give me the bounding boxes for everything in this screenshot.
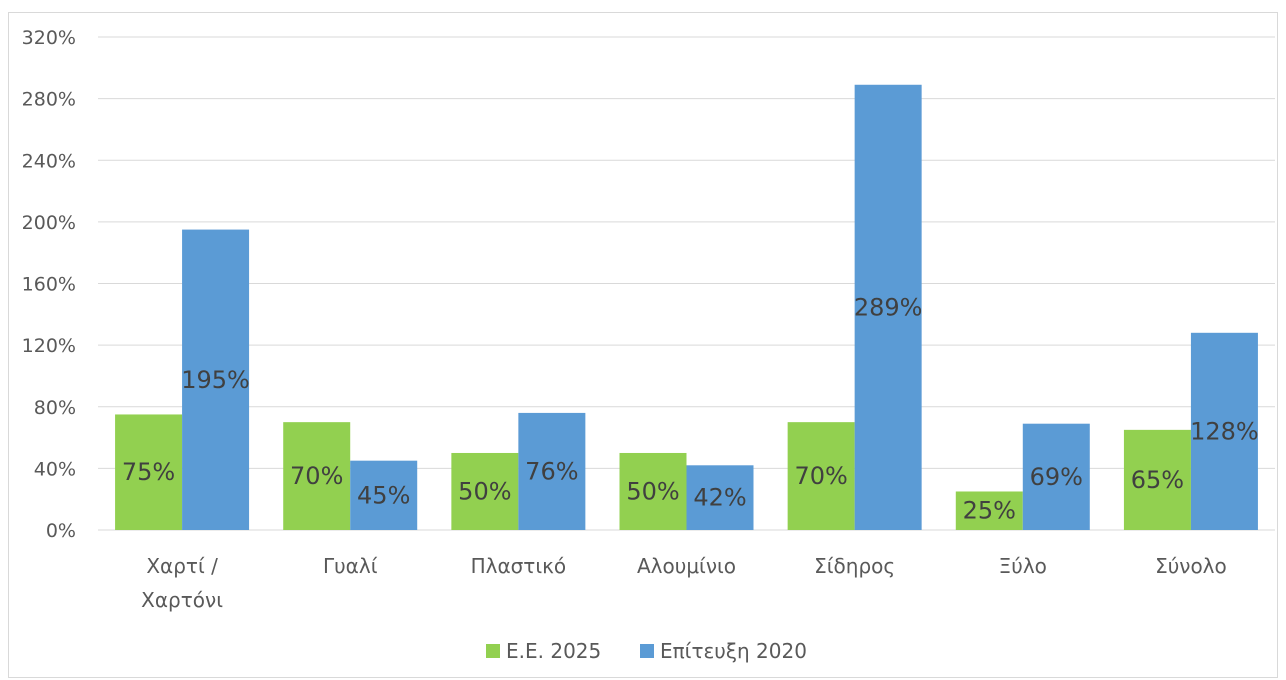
- category-label-line: Χαρτόνι: [141, 588, 223, 612]
- legend-swatch: [486, 644, 500, 658]
- category-label-line: Σίδηρος: [814, 554, 895, 578]
- data-labels: 75% 195% 70% 45% 50% 76% 50% 42% 70% 289% 25% 69% 65…: [122, 293, 1259, 524]
- x-axis-categories: Χαρτί / Χαρτόνι Γυαλί Πλαστικό Αλουμίνιο Σίδη…: [141, 554, 1227, 612]
- category-label-line: Ξύλο: [999, 554, 1047, 578]
- bar-epiteuxi-2020: [350, 460, 418, 530]
- data-label: 128%: [1190, 417, 1259, 445]
- category-label: Σύνολο: [1155, 554, 1227, 578]
- bar-ee-2025: [1123, 429, 1191, 530]
- y-tick-label: 160%: [22, 274, 76, 296]
- bar-epiteuxi-2020: [1190, 332, 1258, 530]
- bar-epiteuxi-2020: [686, 465, 754, 530]
- data-label: 76%: [525, 457, 578, 485]
- legend-label: Ε.Ε. 2025: [506, 639, 601, 663]
- data-label: 69%: [1030, 463, 1083, 491]
- data-label: 25%: [963, 497, 1016, 525]
- data-label: 70%: [794, 462, 847, 490]
- bar-ee-2025: [955, 491, 1023, 530]
- bar-ee-2025: [115, 414, 183, 530]
- category-label-line: Γυαλί: [323, 554, 378, 578]
- data-label: 75%: [122, 458, 175, 486]
- bar-ee-2025: [451, 452, 519, 530]
- data-label: 65%: [1131, 466, 1184, 494]
- category-label-line: Σύνολο: [1155, 554, 1227, 578]
- category-label: Γυαλί: [323, 554, 378, 578]
- category-label: Σίδηρος: [814, 554, 895, 578]
- y-tick-label: 120%: [22, 335, 76, 357]
- legend-swatch: [640, 644, 654, 658]
- category-label-line: Αλουμίνιο: [637, 554, 736, 578]
- bar-epiteuxi-2020: [182, 229, 250, 530]
- bar-ee-2025: [283, 422, 351, 530]
- bar-ee-2025: [787, 422, 855, 530]
- y-tick-label: 320%: [22, 27, 76, 49]
- data-label: 42%: [693, 484, 746, 512]
- y-axis-ticks: 0% 40% 80% 120% 160% 200% 240% 280% 320%: [22, 27, 76, 542]
- y-tick-label: 200%: [22, 212, 76, 234]
- legend-label: Επίτευξη 2020: [660, 639, 807, 663]
- legend: Ε.Ε. 2025 Επίτευξη 2020: [486, 639, 807, 663]
- bar-epiteuxi-2020: [854, 84, 922, 531]
- data-label: 70%: [290, 462, 343, 490]
- bars: [115, 84, 1258, 531]
- data-label: 50%: [626, 477, 679, 505]
- data-label: 195%: [181, 366, 250, 394]
- category-label: Ξύλο: [999, 554, 1047, 578]
- data-label: 50%: [458, 477, 511, 505]
- bar-epiteuxi-2020: [518, 412, 586, 530]
- bar-epiteuxi-2020: [1022, 423, 1090, 530]
- category-label: Πλαστικό: [471, 554, 567, 578]
- y-tick-label: 80%: [34, 397, 76, 419]
- y-tick-label: 240%: [22, 150, 76, 172]
- category-label-line: Χαρτί /: [146, 554, 218, 578]
- bar-ee-2025: [619, 452, 687, 530]
- category-label: Αλουμίνιο: [637, 554, 736, 578]
- y-tick-label: 280%: [22, 89, 76, 111]
- y-tick-label: 0%: [46, 520, 76, 542]
- category-label-line: Πλαστικό: [471, 554, 567, 578]
- data-label: 45%: [357, 481, 410, 509]
- y-tick-label: 40%: [34, 458, 76, 480]
- data-label: 289%: [854, 293, 923, 321]
- category-label: Χαρτί / Χαρτόνι: [141, 554, 223, 612]
